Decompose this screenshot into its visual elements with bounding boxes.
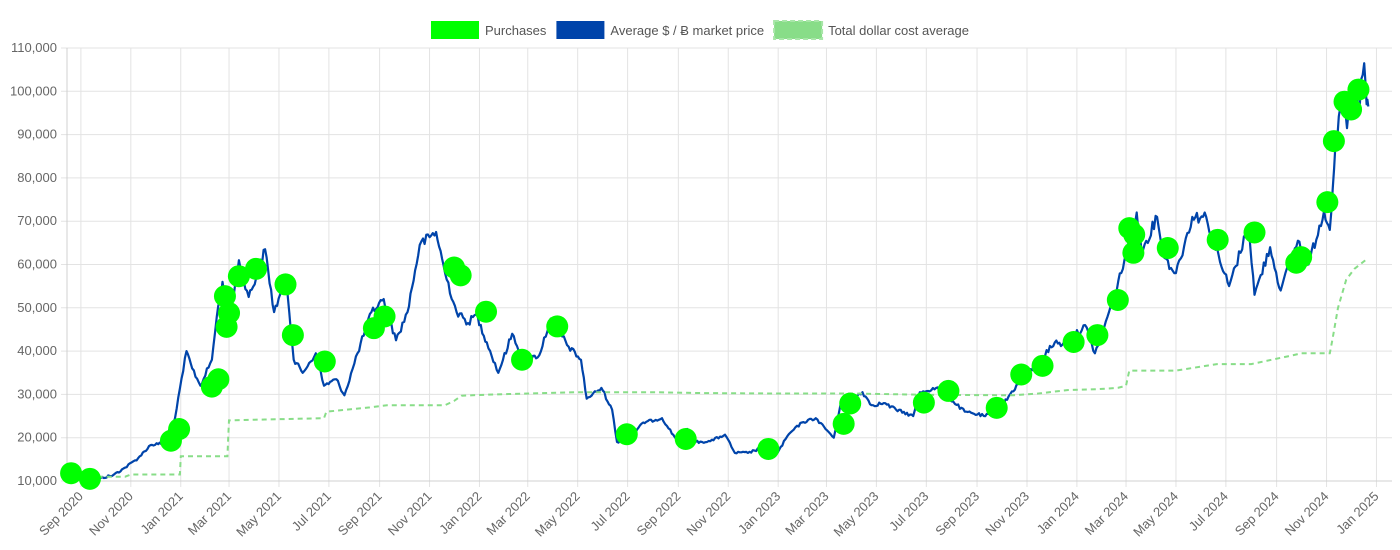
x-tick-label: May 2022 (532, 489, 583, 540)
cost-average-line (70, 257, 1369, 478)
purchase-point (1322, 130, 1345, 153)
purchase-point (757, 437, 780, 460)
x-tick-label: Jul 2021 (289, 489, 334, 534)
legend-label: Purchases (485, 23, 547, 38)
purchase-point (912, 391, 935, 414)
x-tick-label: Sep 2020 (36, 489, 86, 539)
purchase-point (227, 265, 250, 288)
purchase-point (985, 396, 1008, 419)
purchase-point (1122, 241, 1145, 264)
purchase-point (207, 368, 230, 391)
x-tick-label: Nov 2022 (683, 489, 733, 539)
y-tick-label: 70,000 (17, 213, 57, 228)
y-tick-label: 110,000 (11, 40, 57, 55)
purchase-point (281, 324, 304, 347)
purchase-point (674, 427, 697, 450)
y-tick-label: 80,000 (17, 170, 57, 185)
purchase-point (511, 348, 534, 371)
x-tick-label: Jan 2023 (735, 489, 783, 537)
legend-swatch (773, 20, 824, 40)
purchase-point (1206, 228, 1229, 251)
legend-label: Total dollar cost average (828, 23, 969, 38)
y-tick-label: 100,000 (10, 83, 57, 98)
purchase-point (1031, 354, 1054, 377)
legend: Purchases Average $ / Ƀ market price Total… (430, 20, 969, 40)
purchase-point (274, 273, 297, 296)
x-tick-label: Sep 2024 (1232, 489, 1282, 539)
x-tick-label: Jan 2022 (436, 489, 484, 537)
y-tick-label: 10,000 (17, 473, 57, 488)
y-tick-label: 20,000 (17, 430, 57, 445)
y-tick-label: 40,000 (17, 343, 57, 358)
purchase-point (449, 264, 472, 287)
purchase-point (213, 285, 236, 308)
x-tick-label: Jan 2024 (1034, 489, 1082, 537)
x-tick-label: Nov 2024 (1282, 489, 1332, 539)
x-tick-label: Jul 2023 (886, 489, 931, 534)
purchase-point (218, 301, 241, 324)
purchase-point (546, 315, 569, 338)
x-tick-label: Mar 2022 (483, 489, 532, 538)
x-tick-label: Mar 2024 (1082, 489, 1131, 538)
purchase-point (1086, 324, 1109, 347)
x-tick-label: Sep 2023 (932, 489, 982, 539)
grid-lines (61, 47, 1392, 487)
x-tick-label: May 2021 (233, 489, 284, 540)
purchase-point (78, 467, 101, 490)
series-layer (60, 62, 1370, 490)
purchase-point (245, 257, 268, 280)
x-tick-label: May 2023 (831, 489, 882, 540)
purchase-point (1010, 363, 1033, 386)
purchase-point (168, 418, 191, 441)
purchase-point (1156, 237, 1179, 260)
x-tick-label: Sep 2021 (335, 489, 385, 539)
y-tick-label: 50,000 (17, 300, 57, 315)
x-tick-label: Nov 2023 (982, 489, 1032, 539)
purchase-point (1062, 331, 1085, 354)
x-tick-label: Nov 2021 (385, 489, 435, 539)
y-tick-label: 90,000 (17, 127, 57, 142)
purchase-point (313, 350, 336, 373)
x-tick-label: Mar 2021 (185, 489, 234, 538)
x-tick-label: Nov 2020 (86, 489, 136, 539)
legend-item: Purchases (430, 21, 547, 39)
purchase-point (1347, 78, 1370, 101)
x-tick-label: Jan 2021 (137, 489, 185, 537)
purchase-point (1290, 246, 1313, 269)
purchase-point (373, 305, 396, 328)
purchase-point (1243, 221, 1266, 244)
purchase-point (60, 462, 83, 485)
x-tick-label: Mar 2023 (782, 489, 831, 538)
legend-item: Total dollar cost average (773, 20, 969, 40)
purchase-point (1340, 98, 1363, 121)
purchase-point (839, 392, 862, 415)
x-tick-label: Jul 2024 (1186, 489, 1231, 534)
purchase-point (615, 423, 638, 446)
legend-label: Average $ / Ƀ market price (610, 23, 764, 38)
x-tick-label: Jul 2022 (587, 489, 632, 534)
legend-swatch (430, 21, 479, 39)
x-tick-label: May 2024 (1130, 489, 1181, 540)
y-tick-label: 60,000 (17, 257, 57, 272)
purchase-point (1316, 191, 1339, 214)
purchase-point (1106, 289, 1129, 312)
purchase-point (475, 300, 498, 323)
purchase-point (832, 412, 855, 435)
purchase-point (937, 379, 960, 402)
x-tick-label: Jan 2025 (1333, 489, 1381, 537)
x-tick-label: Sep 2022 (633, 489, 683, 539)
legend-item: Average $ / Ƀ market price (556, 21, 764, 39)
purchase-point (1123, 223, 1146, 246)
y-tick-label: 30,000 (17, 386, 57, 401)
legend-swatch (556, 21, 605, 39)
